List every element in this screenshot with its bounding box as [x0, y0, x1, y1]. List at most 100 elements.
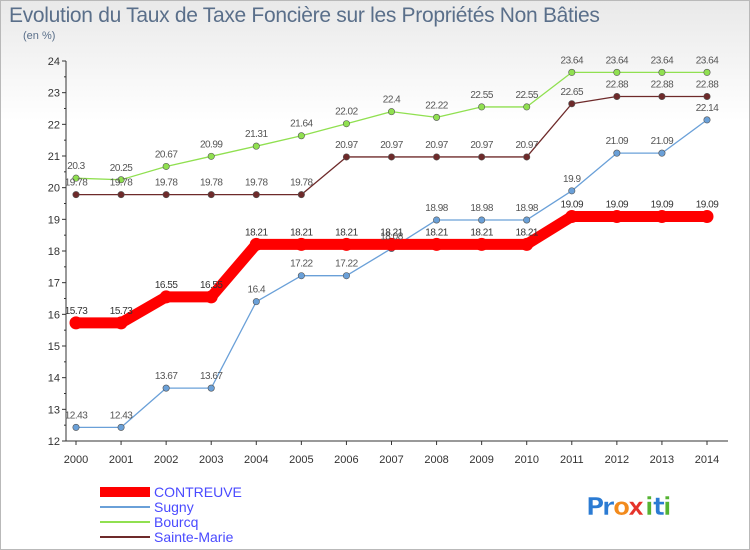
data-label: 13.67 [155, 371, 178, 382]
data-label: 17.22 [290, 259, 313, 270]
data-point [433, 153, 441, 161]
data-point [430, 237, 444, 251]
data-label: 22.55 [470, 90, 493, 101]
data-point [297, 132, 305, 140]
x-tick-label: 2014 [695, 454, 719, 466]
data-label: 18.21 [245, 227, 268, 238]
legend-swatch [100, 487, 150, 497]
data-label: 16.55 [200, 280, 223, 291]
data-label: 20.97 [470, 140, 493, 151]
data-label: 23.64 [651, 55, 674, 66]
data-label: 20.99 [200, 139, 223, 150]
data-label: 22.14 [696, 103, 719, 114]
data-label: 19.9 [563, 174, 581, 185]
legend-label: Sugny [154, 499, 194, 515]
data-point [252, 191, 260, 199]
data-point [523, 216, 531, 224]
x-tick-label: 2011 [560, 454, 584, 466]
data-point [342, 120, 350, 128]
y-tick-label: 24 [48, 56, 60, 68]
data-label: 22.88 [606, 79, 629, 90]
data-point [117, 191, 125, 199]
data-point [204, 290, 218, 304]
data-label: 19.78 [245, 178, 268, 189]
data-point [69, 316, 83, 330]
legend-label: Bourcq [154, 514, 199, 530]
chart-title: Evolution du Taux de Taxe Foncière sur l… [9, 4, 600, 27]
data-point [72, 191, 80, 199]
data-point [658, 68, 666, 76]
data-point [568, 100, 576, 108]
data-point [72, 174, 80, 182]
data-label: 20.97 [515, 140, 538, 151]
data-label: 22.4 [383, 95, 401, 106]
data-point [339, 237, 353, 251]
x-tick-label: 2001 [109, 454, 133, 466]
data-label: 22.22 [425, 100, 448, 111]
y-tick-label: 21 [48, 151, 60, 163]
data-label: 19.09 [561, 199, 584, 210]
data-point [478, 153, 486, 161]
data-label: 20.67 [155, 149, 178, 160]
y-tick-label: 20 [48, 183, 60, 195]
data-point [613, 92, 621, 100]
x-tick-label: 2006 [334, 454, 358, 466]
y-tick-label: 18 [48, 246, 60, 258]
data-point [520, 237, 534, 251]
logo-letter: i [663, 492, 672, 521]
data-label: 22.55 [515, 90, 538, 101]
y-tick-label: 15 [48, 341, 60, 353]
data-point [297, 191, 305, 199]
data-point [568, 68, 576, 76]
data-point [613, 68, 621, 76]
data-point [387, 108, 395, 116]
data-label: 22.65 [561, 87, 584, 98]
y-tick-label: 14 [48, 373, 60, 385]
data-point [162, 162, 170, 170]
data-point [207, 384, 215, 392]
data-point [703, 92, 711, 100]
data-point [207, 191, 215, 199]
data-point [252, 298, 260, 306]
data-label: 19.09 [606, 199, 629, 210]
data-point [297, 272, 305, 280]
data-point [207, 152, 215, 160]
data-point [387, 153, 395, 161]
data-label: 22.88 [651, 79, 674, 90]
x-tick-label: 2008 [424, 454, 448, 466]
data-label: 23.64 [561, 55, 584, 66]
logo-letter: i [645, 492, 654, 521]
data-point [433, 113, 441, 121]
data-label: 19.78 [65, 178, 88, 189]
x-tick-label: 2007 [379, 454, 403, 466]
data-label: 19.78 [290, 178, 313, 189]
data-label: 19.09 [696, 199, 719, 210]
data-label: 12.43 [65, 410, 88, 421]
data-point [252, 142, 260, 150]
data-point [117, 176, 125, 184]
data-label: 22.88 [696, 79, 719, 90]
data-point [114, 316, 128, 330]
data-label: 18.21 [515, 227, 538, 238]
data-point [703, 68, 711, 76]
x-tick-label: 2005 [289, 454, 313, 466]
chart-unit-label: (en %) [23, 30, 56, 42]
data-point [294, 237, 308, 251]
legend-label: Sainte-Marie [154, 529, 234, 545]
y-tick-label: 13 [48, 404, 60, 416]
data-point [478, 216, 486, 224]
data-point [433, 216, 441, 224]
legend-label: CONTREUVE [154, 484, 242, 500]
y-tick-label: 12 [48, 436, 60, 448]
data-label: 18.21 [380, 227, 403, 238]
data-label: 15.73 [65, 306, 88, 317]
data-label: 19.78 [110, 178, 133, 189]
data-label: 12.43 [110, 410, 133, 421]
data-label: 19.78 [200, 178, 223, 189]
x-tick-label: 2013 [650, 454, 674, 466]
x-tick-label: 2010 [514, 454, 538, 466]
data-point [658, 92, 666, 100]
